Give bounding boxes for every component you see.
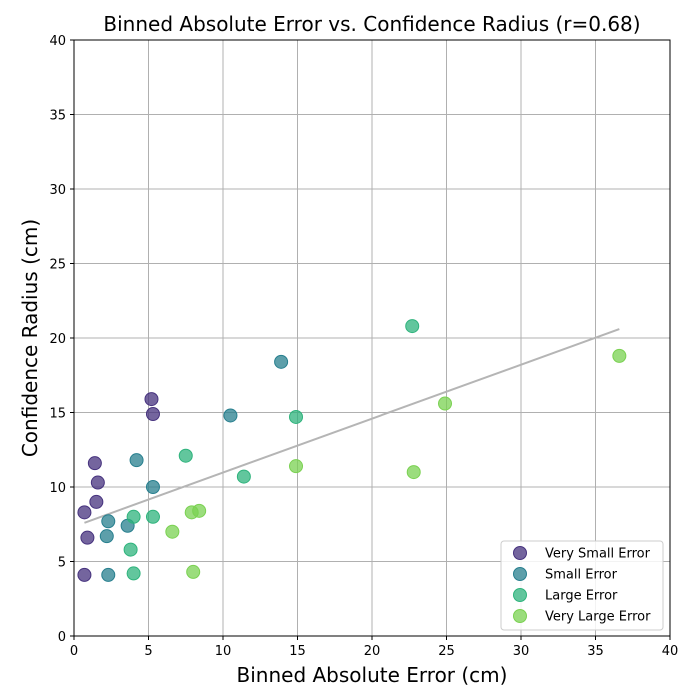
data-point bbox=[406, 465, 421, 480]
data-point bbox=[178, 448, 193, 463]
data-point bbox=[145, 480, 160, 494]
data-point bbox=[612, 348, 627, 363]
y-tick-label: 5 bbox=[58, 556, 66, 571]
legend-label: Very Large Error bbox=[545, 610, 651, 625]
legend-marker bbox=[513, 588, 527, 602]
data-point bbox=[186, 564, 201, 579]
y-tick-label: 35 bbox=[49, 109, 66, 124]
data-point bbox=[126, 509, 141, 524]
y-tick-label: 15 bbox=[49, 407, 66, 422]
legend-label: Small Error bbox=[545, 568, 618, 583]
legend: Very Small Error Small Error Large Error Ve… bbox=[500, 540, 664, 631]
data-point bbox=[126, 566, 141, 581]
data-point bbox=[144, 392, 159, 407]
data-point bbox=[165, 524, 180, 539]
x-tick-label: 5 bbox=[144, 644, 152, 659]
x-tick-label: 40 bbox=[662, 644, 679, 659]
data-point bbox=[405, 319, 420, 334]
data-point bbox=[87, 456, 102, 471]
y-tick-label: 0 bbox=[58, 630, 66, 645]
points-layer bbox=[77, 319, 627, 582]
data-point bbox=[101, 567, 116, 582]
chart-title: Binned Absolute Error vs. Confidence Rad… bbox=[103, 12, 640, 36]
y-tick-label: 10 bbox=[49, 481, 66, 496]
data-point bbox=[145, 509, 160, 524]
data-point bbox=[80, 530, 95, 545]
legend-marker bbox=[513, 546, 527, 560]
data-point bbox=[236, 469, 251, 484]
x-axis-label: Binned Absolute Error (cm) bbox=[237, 663, 508, 687]
data-point bbox=[223, 408, 238, 423]
legend-box bbox=[500, 540, 664, 631]
data-point bbox=[101, 514, 116, 529]
data-point bbox=[90, 475, 105, 490]
y-tick-label: 30 bbox=[49, 183, 66, 198]
x-tick-label: 35 bbox=[587, 644, 604, 659]
data-point bbox=[192, 503, 207, 518]
legend-label: Large Error bbox=[545, 589, 618, 604]
data-point bbox=[89, 494, 104, 509]
data-point bbox=[77, 567, 92, 582]
y-tick-label: 25 bbox=[49, 258, 66, 273]
data-point bbox=[123, 542, 138, 557]
legend-marker bbox=[513, 567, 527, 581]
data-point bbox=[145, 406, 160, 421]
x-tick-label: 30 bbox=[513, 644, 530, 659]
y-tick-label: 40 bbox=[49, 34, 66, 49]
y-tick-label: 20 bbox=[49, 332, 66, 347]
trendline bbox=[84, 328, 620, 524]
x-tick-label: 25 bbox=[438, 644, 455, 659]
data-point bbox=[274, 354, 289, 369]
data-point bbox=[289, 459, 304, 474]
x-tick-label: 20 bbox=[364, 644, 381, 659]
tick-layer: 0 5 10 15 20 25 30 35 40 0 5 10 15 20 25 30 35 40 bbox=[49, 34, 678, 659]
x-tick-label: 0 bbox=[70, 644, 78, 659]
y-axis-label: Confidence Radius (cm) bbox=[18, 219, 42, 457]
x-tick-label: 15 bbox=[289, 644, 306, 659]
data-point bbox=[289, 409, 304, 424]
legend-marker bbox=[513, 609, 527, 623]
legend-label: Very Small Error bbox=[545, 547, 651, 562]
x-tick-label: 10 bbox=[215, 644, 232, 659]
data-point bbox=[77, 505, 92, 520]
trendline-layer bbox=[84, 328, 620, 524]
data-point bbox=[438, 396, 453, 411]
data-point bbox=[99, 529, 114, 544]
data-point bbox=[129, 453, 144, 468]
